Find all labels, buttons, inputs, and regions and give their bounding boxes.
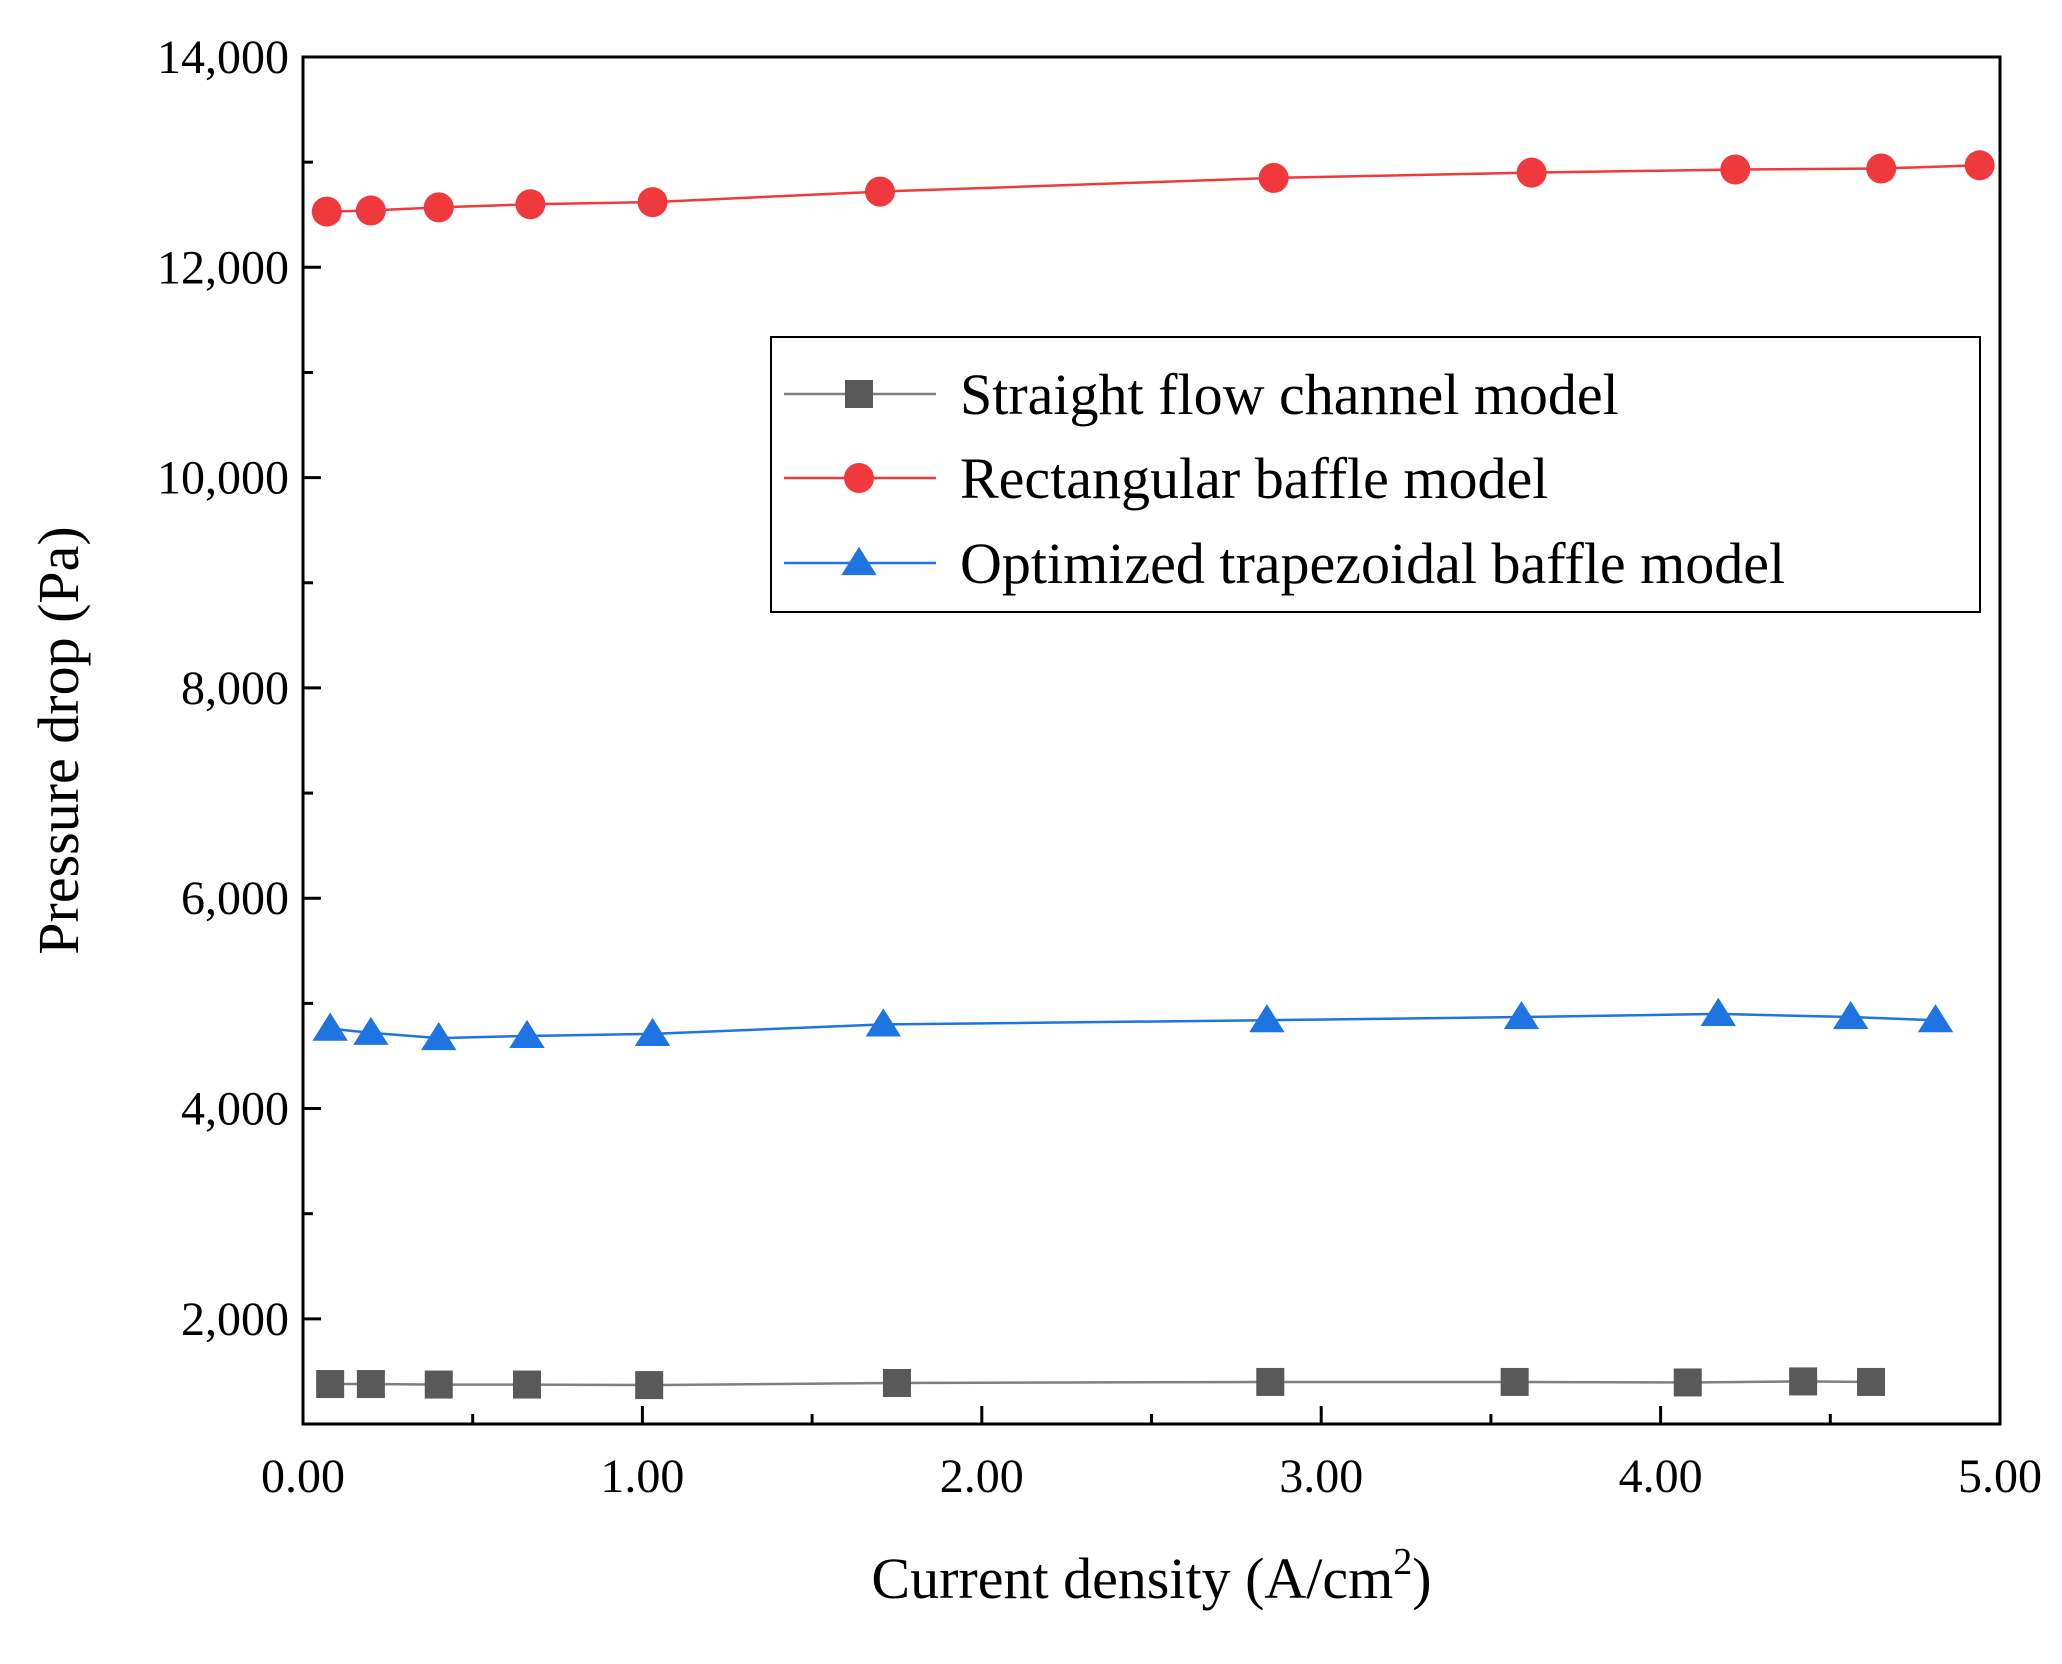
x-tick-label: 2.00 xyxy=(940,1450,1024,1503)
legend-label: Rectangular baffle model xyxy=(960,446,1548,511)
data-point xyxy=(1673,1368,1702,1397)
data-point xyxy=(637,187,668,218)
data-point xyxy=(635,1371,664,1400)
y-axis-title: Pressure drop (Pa) xyxy=(26,526,91,954)
legend-entry: Straight flow channel model xyxy=(784,362,1619,427)
data-point xyxy=(356,1370,385,1399)
data-point xyxy=(421,1021,457,1051)
data-point xyxy=(316,1370,345,1399)
legend-entry: Optimized trapezoidal baffle model xyxy=(784,531,1785,596)
series-3 xyxy=(312,997,1954,1051)
data-point xyxy=(1857,1367,1886,1396)
data-point xyxy=(1866,153,1897,184)
legend-entry: Rectangular baffle model xyxy=(784,446,1548,511)
data-point xyxy=(864,176,895,207)
data-point xyxy=(1258,162,1289,193)
data-point xyxy=(882,1368,911,1397)
y-tick-label: 8,000 xyxy=(181,662,289,715)
series-line xyxy=(330,1012,1936,1040)
data-point xyxy=(509,1019,545,1049)
plot-frame xyxy=(301,55,2002,1426)
data-point xyxy=(634,1017,671,1046)
data-point xyxy=(1789,1367,1818,1396)
series-line xyxy=(330,1380,1872,1387)
x-tick-label: 5.00 xyxy=(1958,1450,2042,1503)
legend-marker xyxy=(844,463,874,493)
data-point xyxy=(1503,1000,1540,1030)
y-tick-label: 6,000 xyxy=(181,872,289,925)
x-tick-label: 4.00 xyxy=(1619,1450,1703,1503)
data-point xyxy=(513,1370,542,1399)
data-point xyxy=(312,1012,348,1041)
data-point xyxy=(311,196,342,227)
data-point xyxy=(423,192,454,223)
data-point xyxy=(355,195,386,226)
data-point xyxy=(1500,1367,1529,1396)
data-point xyxy=(865,1008,902,1037)
x-tick-label: 3.00 xyxy=(1279,1450,1363,1503)
x-axis-title: Current density (A/cm2) xyxy=(871,1541,1431,1611)
data-point xyxy=(1964,150,1995,181)
legend-marker xyxy=(845,380,873,408)
data-point xyxy=(515,189,546,220)
y-tick-label: 2,000 xyxy=(181,1293,289,1346)
data-point xyxy=(1256,1367,1285,1396)
legend-marker xyxy=(841,546,877,576)
data-point xyxy=(1832,1000,1869,1030)
data-point xyxy=(353,1016,389,1045)
x-tick-label: 1.00 xyxy=(600,1450,684,1503)
data-point xyxy=(1516,157,1547,188)
series-2 xyxy=(311,150,1995,227)
y-tick-label: 10,000 xyxy=(157,452,289,505)
legend-box xyxy=(770,336,1981,613)
data-point xyxy=(424,1370,453,1399)
y-tick-label: 4,000 xyxy=(181,1083,289,1136)
data-point xyxy=(1720,154,1751,185)
series-1 xyxy=(316,1367,1886,1400)
data-point xyxy=(1249,1004,1285,1033)
data-point xyxy=(1917,1004,1954,1033)
y-tick-label: 14,000 xyxy=(157,31,289,84)
legend-label: Straight flow channel model xyxy=(960,362,1619,427)
legend-label: Optimized trapezoidal baffle model xyxy=(960,531,1785,596)
x-tick-label: 0.00 xyxy=(261,1450,345,1503)
y-tick-label: 12,000 xyxy=(157,241,289,294)
data-point xyxy=(1700,997,1737,1026)
